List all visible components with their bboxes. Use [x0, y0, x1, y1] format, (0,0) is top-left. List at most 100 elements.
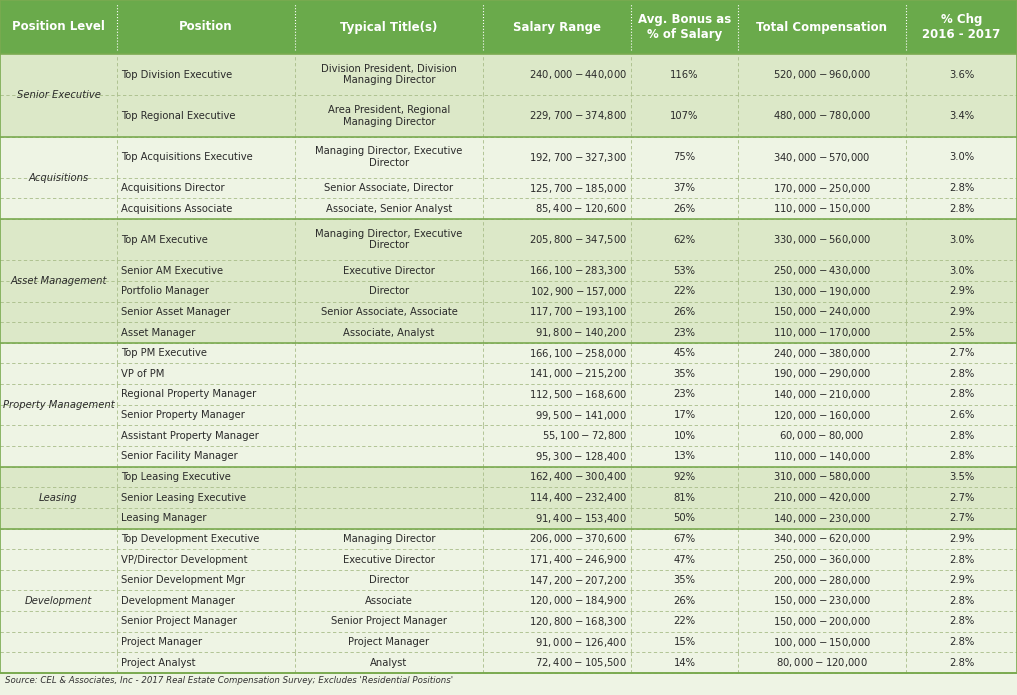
Text: Senior Project Manager: Senior Project Manager	[331, 616, 447, 626]
Text: Leasing: Leasing	[40, 493, 78, 502]
Text: Project Analyst: Project Analyst	[121, 657, 195, 668]
Text: 13%: 13%	[673, 451, 696, 461]
Text: $150,000 - $240,000: $150,000 - $240,000	[773, 305, 872, 318]
Bar	[0, 611, 1017, 632]
Text: 50%: 50%	[673, 513, 696, 523]
Bar	[0, 95, 1017, 136]
Text: $91,400 - $153,400: $91,400 - $153,400	[535, 512, 627, 525]
Text: $205,800 - $347,500: $205,800 - $347,500	[529, 234, 627, 246]
Text: Top Leasing Executive: Top Leasing Executive	[121, 472, 231, 482]
Text: 2.9%: 2.9%	[949, 286, 974, 296]
Bar	[0, 508, 1017, 529]
Text: $120,000 - $184,900: $120,000 - $184,900	[529, 594, 627, 607]
Text: Senior Associate, Associate: Senior Associate, Associate	[320, 307, 458, 317]
Text: $110,000 - $140,000: $110,000 - $140,000	[773, 450, 872, 463]
Text: Senior Development Mgr: Senior Development Mgr	[121, 575, 245, 585]
Bar	[0, 363, 1017, 384]
Text: Managing Director, Executive
Director: Managing Director, Executive Director	[315, 229, 463, 250]
Text: Senior Facility Manager: Senior Facility Manager	[121, 451, 238, 461]
Text: VP/Director Development: VP/Director Development	[121, 555, 247, 564]
Text: Top PM Executive: Top PM Executive	[121, 348, 207, 358]
Text: Position: Position	[179, 20, 233, 33]
Text: 107%: 107%	[670, 111, 699, 121]
Text: 2.5%: 2.5%	[949, 327, 974, 338]
Text: 17%: 17%	[673, 410, 696, 420]
Text: Senior Leasing Executive: Senior Leasing Executive	[121, 493, 246, 502]
Text: Analyst: Analyst	[370, 657, 408, 668]
Text: 2.8%: 2.8%	[949, 596, 974, 606]
Text: Area President, Regional
Managing Director: Area President, Regional Managing Direct…	[327, 105, 451, 126]
Text: $117,700 - $193,100: $117,700 - $193,100	[529, 305, 627, 318]
Bar	[0, 591, 1017, 611]
Text: $91,800 - $140,200: $91,800 - $140,200	[535, 326, 627, 339]
Text: 2.9%: 2.9%	[949, 534, 974, 544]
Bar	[0, 261, 1017, 281]
Bar	[0, 199, 1017, 219]
Text: 3.0%: 3.0%	[949, 265, 974, 276]
Text: $102,900 - $157,000: $102,900 - $157,000	[530, 285, 627, 297]
Text: 2.8%: 2.8%	[949, 657, 974, 668]
Text: 2.8%: 2.8%	[949, 183, 974, 193]
Text: 2.8%: 2.8%	[949, 369, 974, 379]
Text: 2.8%: 2.8%	[949, 616, 974, 626]
Bar	[0, 632, 1017, 653]
Text: 62%: 62%	[673, 235, 696, 245]
Text: 116%: 116%	[670, 70, 699, 80]
Text: 2.9%: 2.9%	[949, 307, 974, 317]
Bar	[0, 384, 1017, 404]
Text: 26%: 26%	[673, 596, 696, 606]
Text: Director: Director	[369, 575, 409, 585]
Text: $150,000 - $230,000: $150,000 - $230,000	[773, 594, 872, 607]
Text: $125,700 - $185,000: $125,700 - $185,000	[529, 181, 627, 195]
Text: $100,000 - $150,000: $100,000 - $150,000	[773, 635, 872, 648]
Text: 10%: 10%	[673, 431, 696, 441]
Bar	[0, 0, 1017, 54]
Text: Leasing Manager: Leasing Manager	[121, 513, 206, 523]
Text: Associate: Associate	[365, 596, 413, 606]
Text: $110,000 - $170,000: $110,000 - $170,000	[773, 326, 872, 339]
Text: 2.7%: 2.7%	[949, 493, 974, 502]
Text: Division President, Division
Managing Director: Division President, Division Managing Di…	[321, 64, 457, 85]
Text: 23%: 23%	[673, 389, 696, 400]
Text: Project Manager: Project Manager	[121, 637, 202, 647]
Text: Regional Property Manager: Regional Property Manager	[121, 389, 256, 400]
Text: Avg. Bonus as
% of Salary: Avg. Bonus as % of Salary	[638, 13, 731, 41]
Text: Top Development Executive: Top Development Executive	[121, 534, 259, 544]
Bar	[0, 404, 1017, 425]
Text: $147,200 - $207,200: $147,200 - $207,200	[529, 573, 627, 587]
Text: 15%: 15%	[673, 637, 696, 647]
Text: Asset Management: Asset Management	[10, 276, 107, 286]
Text: 35%: 35%	[673, 575, 696, 585]
Text: $114,400 - $232,400: $114,400 - $232,400	[529, 491, 627, 504]
Text: 37%: 37%	[673, 183, 696, 193]
Text: Executive Director: Executive Director	[343, 265, 435, 276]
Bar	[0, 466, 1017, 487]
Text: $480,000 - $780,000: $480,000 - $780,000	[773, 109, 872, 122]
Text: $141,000 - $215,200: $141,000 - $215,200	[529, 368, 627, 380]
Text: 75%: 75%	[673, 152, 696, 162]
Text: $250,000 - $360,000: $250,000 - $360,000	[773, 553, 872, 566]
Text: Top Division Executive: Top Division Executive	[121, 70, 232, 80]
Text: $91,000 - $126,400: $91,000 - $126,400	[535, 635, 627, 648]
Text: Executive Director: Executive Director	[343, 555, 435, 564]
Text: 35%: 35%	[673, 369, 696, 379]
Bar	[0, 425, 1017, 446]
Text: 2.8%: 2.8%	[949, 555, 974, 564]
Text: $130,000 - $190,000: $130,000 - $190,000	[773, 285, 872, 297]
Text: % Chg
2016 - 2017: % Chg 2016 - 2017	[922, 13, 1001, 41]
Text: Salary Range: Salary Range	[513, 20, 601, 33]
Bar	[0, 178, 1017, 199]
Text: 3.0%: 3.0%	[949, 152, 974, 162]
Text: Property Management: Property Management	[3, 400, 114, 410]
Text: $85,400 - $120,600: $85,400 - $120,600	[535, 202, 627, 215]
Bar	[0, 570, 1017, 591]
Text: 3.5%: 3.5%	[949, 472, 974, 482]
Text: Acquisitions: Acquisitions	[28, 173, 88, 183]
Text: Associate, Senior Analyst: Associate, Senior Analyst	[325, 204, 453, 214]
Text: $330,000 - $560,000: $330,000 - $560,000	[773, 234, 872, 246]
Text: $240,000 - $380,000: $240,000 - $380,000	[773, 347, 872, 360]
Text: Senior Associate, Director: Senior Associate, Director	[324, 183, 454, 193]
Text: $140,000 - $210,000: $140,000 - $210,000	[773, 388, 872, 401]
Text: $166,100 - $283,300: $166,100 - $283,300	[529, 264, 627, 277]
Bar	[0, 54, 1017, 95]
